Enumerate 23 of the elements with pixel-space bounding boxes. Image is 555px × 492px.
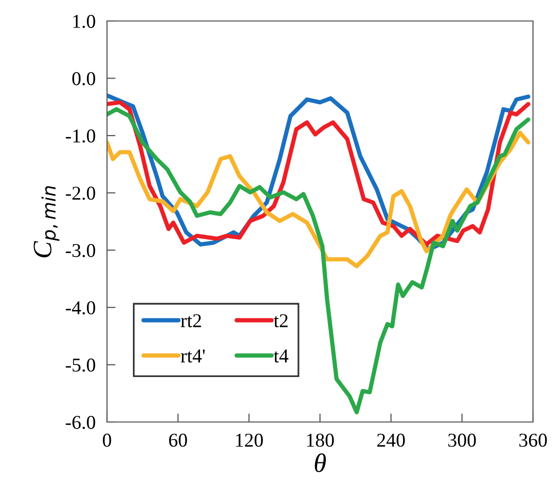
- x-tick-label: 120: [236, 434, 263, 447]
- y-tick-label: 0.0: [72, 72, 96, 86]
- x-tick-label: 360: [519, 434, 547, 447]
- legend-label: rt4': [180, 350, 205, 363]
- y-axis-title: C$_{p,min}$: [34, 186, 60, 258]
- legend-label: t2: [274, 314, 288, 328]
- legend-label: rt2: [180, 314, 201, 328]
- x-tick-label: 180: [307, 434, 334, 447]
- x-axis-title: θ: [314, 453, 326, 472]
- x-tick-label: 60: [169, 434, 187, 447]
- y-tick-label: -3.0: [66, 244, 96, 258]
- x-tick-label: 300: [448, 434, 476, 447]
- x-tick-label: 0: [102, 434, 112, 447]
- y-tick-label: -1.0: [66, 129, 96, 143]
- y-tick-label: -2.0: [66, 186, 96, 200]
- line-series: [107, 107, 530, 414]
- line-series: [107, 130, 530, 268]
- x-tick-label: 240: [377, 434, 405, 447]
- y-tick-label: -4.0: [66, 301, 96, 314]
- legend-label: t4: [274, 350, 288, 363]
- y-tick-label: -6.0: [66, 416, 96, 430]
- y-tick-label: 1.0: [73, 14, 96, 28]
- y-tick-label: -5.0: [66, 358, 96, 372]
